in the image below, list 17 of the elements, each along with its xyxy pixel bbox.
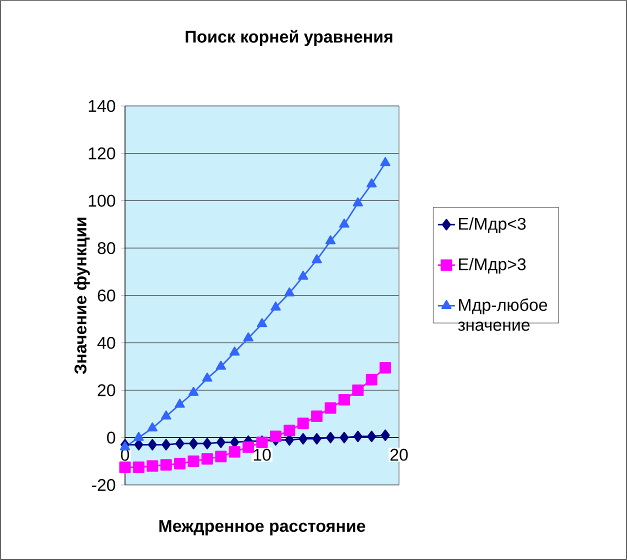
y-axis-title: Значение функции [74,218,90,374]
y-tick-label: 20 [98,384,116,396]
y-tick-label: 60 [98,289,116,302]
x-tick-label: 20 [390,448,408,461]
x-axis-title: Междренное расстояние [159,520,366,536]
y-tick-label: 120 [88,147,116,160]
legend-label: E/Мдр>3 [459,258,526,274]
y-tick-label: 40 [97,336,116,349]
y-tick-label: 0 [107,432,116,444]
legend-label: E/Мдр<3 [459,217,526,234]
legend-label: Мдр-любое значение [458,298,548,331]
y-tick-label: 140 [88,100,116,112]
y-tick-label: -20 [92,478,116,491]
y-tick-label: 80 [98,242,116,254]
chart-title: Поиск корней уравнения [186,30,392,46]
y-tick-label: 100 [88,194,116,207]
x-tick-label: 10 [254,448,271,461]
